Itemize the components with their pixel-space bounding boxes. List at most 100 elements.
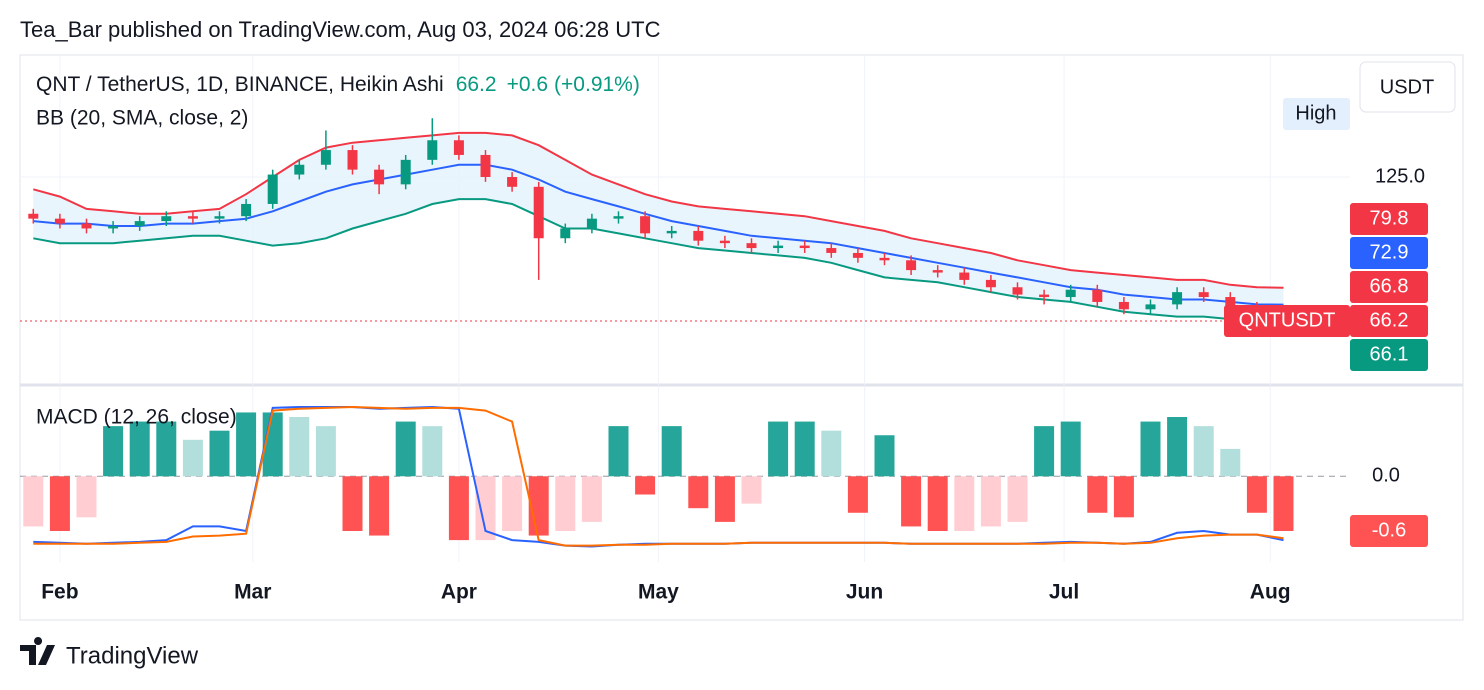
histogram-bar: [1087, 476, 1108, 513]
candle-body: [28, 213, 39, 219]
currency-label[interactable]: USDT: [1380, 76, 1434, 98]
candle-body: [826, 248, 837, 253]
price-label-box: [1350, 305, 1428, 338]
legend-main: QNT / TetherUS, 1D, BINANCE, Heikin Ashi…: [36, 73, 640, 96]
x-tick-label: Jun: [846, 581, 883, 604]
symbol-title: QNT / TetherUS, 1D, BINANCE, Heikin Ashi: [36, 73, 444, 96]
price-label-box: [1350, 514, 1428, 547]
chart-frame: [19, 54, 1464, 621]
histogram-bar: [1140, 421, 1161, 477]
histogram-bar: [1167, 417, 1188, 477]
histogram-bar: [901, 476, 922, 527]
candle-body: [586, 218, 597, 229]
macd-pane: [20, 386, 1350, 562]
histogram-bar: [927, 476, 948, 531]
candle-body: [81, 223, 92, 229]
histogram-bar: [555, 476, 576, 531]
candle-body: [906, 260, 917, 271]
price-label: 66.8: [1370, 275, 1409, 297]
histogram-bar: [1007, 476, 1028, 522]
symbol-label-box: [1224, 305, 1350, 338]
histogram-bar: [847, 476, 868, 513]
histogram-bar: [448, 476, 469, 541]
candle-body: [852, 252, 863, 258]
candle-body: [560, 228, 571, 239]
histogram-bar: [1060, 421, 1081, 477]
histogram-bar: [688, 476, 709, 509]
price-label: 72.9: [1370, 241, 1409, 263]
high-marker: High: [1295, 102, 1336, 124]
candle-body: [985, 279, 996, 288]
currency-button[interactable]: [1359, 61, 1456, 113]
footer-brand: TradingView: [66, 642, 199, 669]
histogram-bar: [236, 412, 257, 477]
histogram-bar: [422, 426, 443, 477]
symbol-label: QNTUSDT: [1239, 309, 1336, 331]
y-tick-label: 125.0: [1375, 165, 1425, 187]
histogram-bar: [103, 426, 124, 477]
histogram-bar: [1273, 476, 1294, 531]
price-change-pct: (+0.91%): [554, 73, 640, 96]
price-label-box: [1350, 203, 1428, 236]
candle-body: [879, 257, 890, 261]
candle-body: [533, 186, 544, 239]
candle-body: [267, 174, 278, 204]
candle-body: [241, 203, 252, 217]
tradingview-logo: TradingView: [20, 637, 199, 669]
candle-body: [480, 154, 491, 178]
candle-body: [1118, 301, 1129, 310]
candle-body: [400, 159, 411, 185]
macd-line: [33, 405, 1284, 547]
candle-body: [666, 230, 677, 234]
candle-body: [161, 216, 172, 222]
candle-body: [427, 140, 438, 160]
x-tick-label: Apr: [441, 581, 477, 604]
candle-body: [640, 216, 651, 234]
candle-body: [134, 221, 145, 227]
high-marker-box: [1283, 98, 1350, 130]
histogram-bar: [661, 426, 682, 477]
x-tick-label: May: [638, 581, 679, 604]
histogram-bar: [794, 421, 815, 477]
x-tick-label: Feb: [41, 581, 78, 604]
candle-body: [613, 216, 624, 219]
histogram-bar: [635, 476, 656, 495]
overlay: Feb Mar Apr May Jun Jul Aug 125.0 79.8 72.9 66.8 QN…: [41, 165, 1428, 604]
candle-body: [453, 140, 464, 155]
candle-body: [507, 177, 518, 187]
histogram-bar: [369, 476, 390, 536]
histogram-bar: [129, 421, 150, 477]
histogram-bar: [980, 476, 1001, 527]
price-label-box: [1350, 271, 1428, 304]
histogram-bar: [1113, 476, 1134, 518]
candle-body: [773, 245, 784, 249]
histogram-bar: [395, 421, 416, 477]
candle-body: [1172, 292, 1183, 305]
candle-body: [719, 240, 730, 244]
histogram-bar: [1193, 426, 1214, 477]
band-fill: [33, 132, 1284, 322]
histogram-bar: [182, 439, 203, 477]
last-price: 66.2: [456, 73, 497, 96]
candle-body: [1225, 297, 1236, 307]
candle-body: [1039, 294, 1050, 298]
publish-header: Tea_Bar published on TradingView.com, Au…: [20, 17, 661, 42]
candle-body: [320, 150, 331, 165]
logo-mark: [20, 637, 55, 665]
histogram-bar: [581, 476, 602, 522]
x-tick-label: Jul: [1049, 581, 1079, 604]
candle-body: [693, 230, 704, 241]
histogram-bar: [1034, 426, 1055, 477]
price-label: 66.2: [1370, 309, 1409, 331]
histogram-bar: [289, 417, 310, 477]
price-change: +0.6: [507, 73, 548, 96]
candle-body: [799, 245, 810, 249]
x-tick-label: Mar: [234, 581, 271, 604]
histogram-bar: [342, 476, 363, 531]
band-line: [33, 131, 1284, 289]
candle-body: [294, 164, 305, 175]
candle-body: [54, 218, 65, 224]
histogram-bar: [502, 476, 523, 531]
price-label: -0.6: [1372, 519, 1406, 541]
